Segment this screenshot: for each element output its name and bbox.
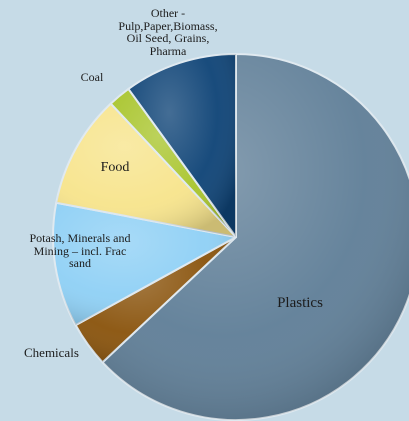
label-potash: Potash, Minerals and Mining – incl. Frac… (29, 231, 131, 271)
pie-slice-sheen-2 (53, 202, 237, 326)
label-coal: Coal (80, 70, 104, 84)
pie-slice-sheen-0 (102, 54, 409, 420)
pie-slice-sheen-1 (75, 237, 236, 363)
label-other: Other - Pulp,Paper,Biomass, Oil Seed, Gr… (118, 6, 218, 58)
pie-slice-sheen-4 (110, 88, 236, 237)
pie-slice-sheen-3 (56, 103, 236, 237)
label-food: Food (100, 160, 130, 175)
label-chemicals: Chemicals (24, 345, 79, 360)
label-plastics: Plastics (277, 295, 323, 311)
pie-slice-sheen-5 (128, 54, 236, 237)
